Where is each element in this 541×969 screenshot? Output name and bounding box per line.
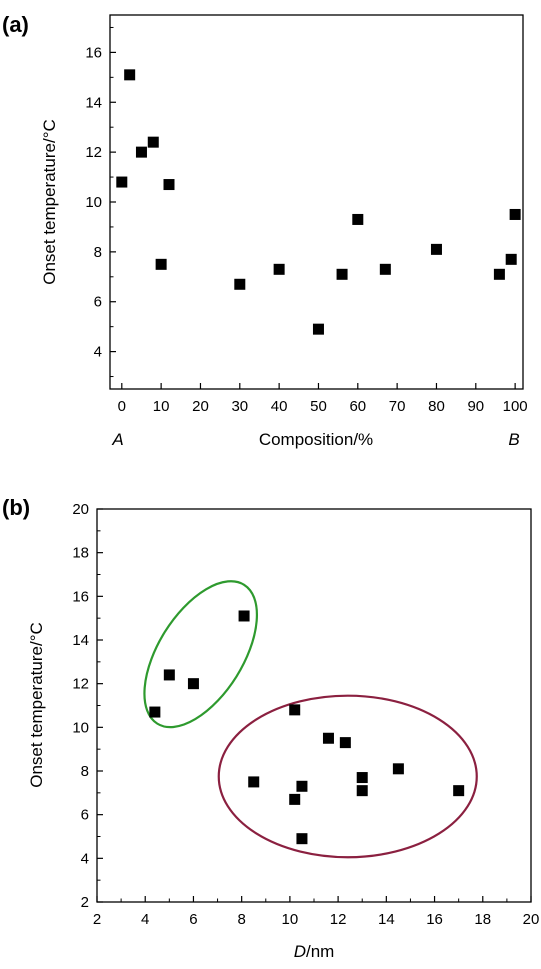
y-tick-label: 10: [85, 194, 102, 211]
series-b: [149, 610, 465, 845]
x-tick-label: 70: [389, 398, 406, 415]
cluster-ellipse-cluster-large-d: [217, 694, 478, 859]
data-point: [352, 213, 364, 225]
y-tick-label: 8: [94, 244, 102, 261]
data-point: [430, 243, 442, 255]
data-point: [336, 268, 348, 280]
chart-panel-b: (b) 2 4 6 8 10 12 14 16 18 20 2 4 6 8 10 12 14 16 18 20 On…: [2, 495, 539, 961]
y-tick-label: 4: [94, 344, 102, 361]
data-point: [296, 833, 308, 845]
data-point: [509, 208, 521, 220]
y-axis-title-a: Onset temperature/°C: [40, 119, 59, 285]
data-point: [453, 785, 465, 797]
y-tick-label: 16: [85, 44, 102, 61]
y-tick-label: 6: [94, 294, 102, 311]
cluster-ellipses-b: [143, 580, 478, 859]
x-axis-title-b-unit: /nm: [306, 942, 334, 961]
x-tick-label: 12: [330, 911, 347, 928]
data-point: [155, 258, 167, 270]
x-axis-a: 0 10 20 30 40 50 60 70 80 90 100: [118, 383, 528, 415]
x-end-label-a-left: A: [111, 430, 123, 449]
x-tick-label: 4: [141, 911, 149, 928]
x-tick-label: 40: [271, 398, 288, 415]
y-tick-label: 14: [85, 94, 102, 111]
data-point: [273, 263, 285, 275]
x-tick-label: 60: [349, 398, 366, 415]
y-tick-label: 10: [72, 719, 89, 736]
data-point: [124, 69, 136, 81]
data-point: [116, 176, 128, 188]
panel-a-label: (a): [2, 12, 29, 37]
y-tick-label: 2: [81, 894, 89, 911]
x-tick-label: 10: [153, 398, 170, 415]
data-point: [234, 278, 246, 290]
y-tick-label: 18: [72, 545, 89, 562]
data-point: [238, 610, 250, 622]
x-tick-label: 6: [189, 911, 197, 928]
data-point: [296, 780, 308, 792]
y-tick-label: 8: [81, 763, 89, 780]
x-tick-label: 18: [474, 911, 491, 928]
x-tick-label: 100: [503, 398, 528, 415]
x-tick-label: 80: [428, 398, 445, 415]
y-axis-title-b: Onset temperature/°C: [27, 622, 46, 788]
y-tick-label: 16: [72, 588, 89, 605]
data-point: [392, 763, 404, 775]
series-a: [116, 69, 521, 335]
data-point: [493, 268, 505, 280]
data-point: [322, 732, 334, 744]
x-axis-title-b: D/nm: [294, 942, 335, 961]
plot-frame-b: [96, 508, 532, 903]
x-tick-label: 30: [231, 398, 248, 415]
data-point: [248, 776, 260, 788]
x-tick-label: 14: [378, 911, 395, 928]
x-tick-label: 50: [310, 398, 327, 415]
chart-panel-a: (a) 4 6 8 10 12 14 16 0 10 20 30 40 50 60 70 80 90 100 O…: [2, 12, 528, 449]
x-axis-title-b-italic: D: [294, 942, 306, 961]
data-point: [312, 323, 324, 335]
x-tick-label: 2: [93, 911, 101, 928]
data-point: [163, 669, 175, 681]
y-axis-a: 4 6 8 10 12 14 16: [85, 26, 116, 378]
x-tick-label: 8: [237, 911, 245, 928]
y-tick-label: 12: [72, 676, 89, 693]
x-end-label-b-right: B: [508, 430, 519, 449]
x-tick-label: 20: [192, 398, 209, 415]
data-point: [379, 263, 391, 275]
x-axis-b: 2 4 6 8 10 12 14 16 18 20: [93, 896, 540, 928]
y-tick-label: 12: [85, 144, 102, 161]
x-tick-label: 10: [282, 911, 299, 928]
data-point: [356, 772, 368, 784]
y-tick-label: 14: [72, 632, 89, 649]
data-point: [289, 793, 301, 805]
y-tick-label: 6: [81, 807, 89, 824]
panel-b-label: (b): [2, 495, 30, 520]
y-tick-label: 4: [81, 850, 89, 867]
data-point: [149, 706, 161, 718]
data-point: [187, 678, 199, 690]
data-point: [163, 179, 175, 191]
x-tick-label: 0: [118, 398, 126, 415]
data-point: [289, 704, 301, 716]
x-tick-label: 16: [426, 911, 443, 928]
y-tick-label: 20: [72, 501, 89, 518]
cluster-ellipse-cluster-small-d: [143, 580, 259, 729]
x-axis-title-a: Composition/%: [259, 430, 373, 449]
data-point: [135, 146, 147, 158]
x-tick-label: 20: [523, 911, 540, 928]
data-point: [339, 737, 351, 749]
data-point: [147, 136, 159, 148]
y-axis-b: 2 4 6 8 10 12 14 16 18 20: [72, 501, 103, 911]
x-tick-label: 90: [467, 398, 484, 415]
data-point: [356, 785, 368, 797]
data-point: [505, 253, 517, 265]
